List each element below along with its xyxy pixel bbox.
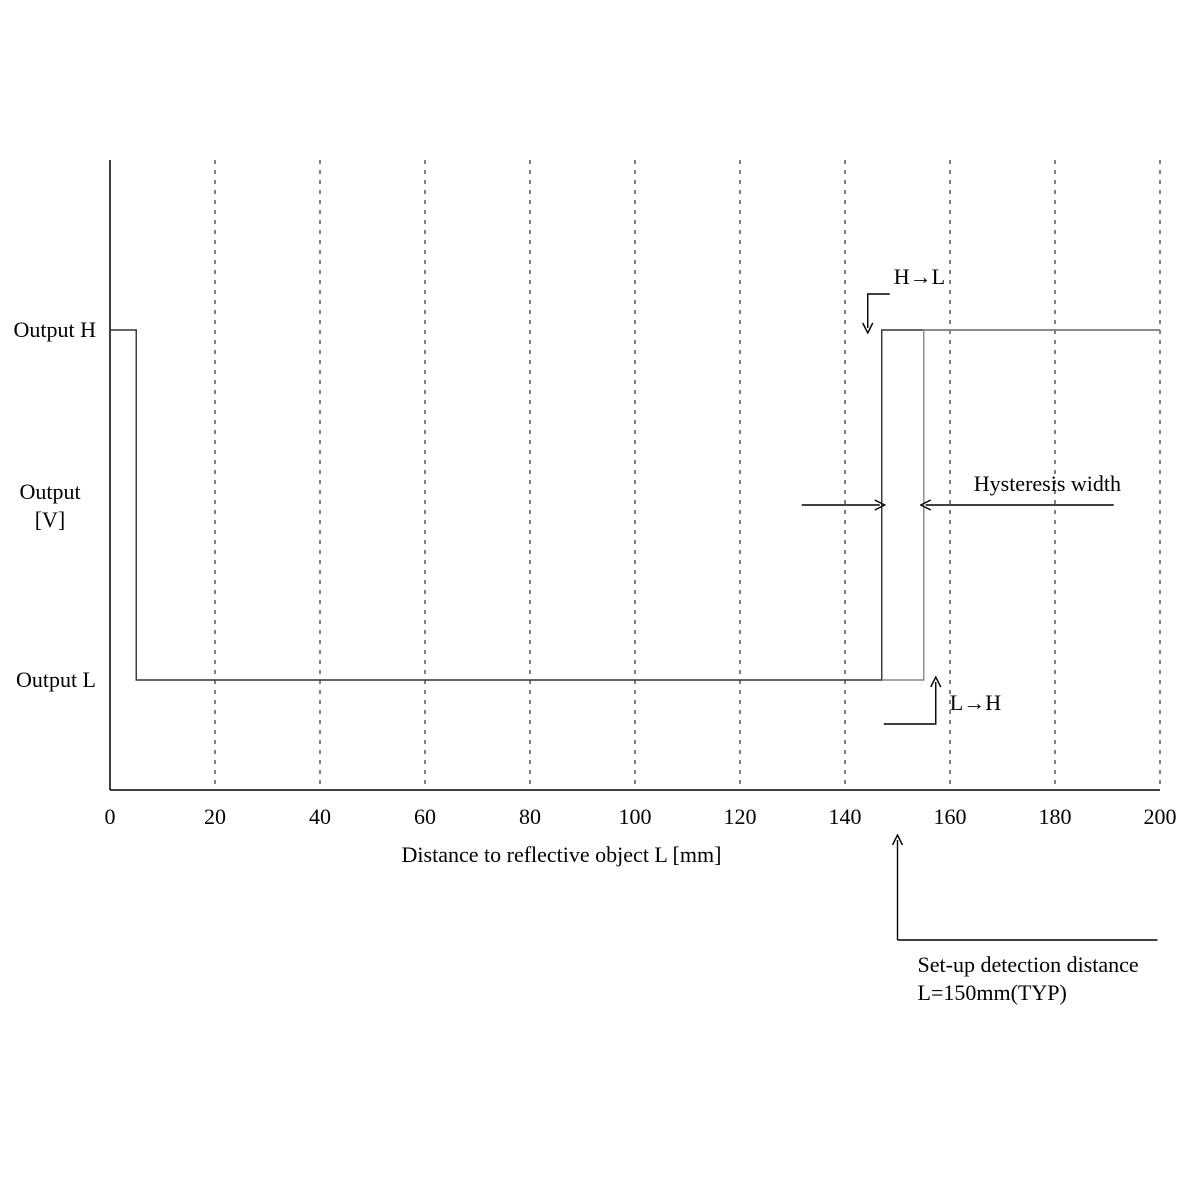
label-h-to-l: H→L	[894, 264, 945, 289]
x-tick-label: 200	[1144, 804, 1177, 829]
x-tick-label: 160	[934, 804, 967, 829]
y-tick-output-l: Output L	[16, 667, 96, 692]
x-tick-label: 20	[204, 804, 226, 829]
arrow-l-to-h	[884, 682, 936, 724]
hysteresis-diagram: 0 20 40 60 80 100 120 140 160 180 200 Distance to r…	[0, 0, 1200, 1200]
x-tick-label: 40	[309, 804, 331, 829]
x-tick-label: 140	[829, 804, 862, 829]
y-axis-label-line1: Output	[19, 479, 80, 504]
y-tick-output-h: Output H	[14, 317, 97, 342]
x-tick-label: 100	[619, 804, 652, 829]
label-setup-line1: Set-up detection distance	[918, 952, 1139, 977]
label-hysteresis-width: Hysteresis width	[974, 471, 1121, 496]
x-tick-label: 80	[519, 804, 541, 829]
x-tick-label: 0	[105, 804, 116, 829]
label-l-to-h: L→H	[950, 690, 1001, 715]
y-axis-label-line2: [V]	[35, 507, 66, 532]
arrow-h-to-l	[868, 294, 890, 328]
x-tick-label: 180	[1039, 804, 1072, 829]
x-axis-label: Distance to reflective object L [mm]	[402, 842, 722, 867]
label-setup-line2: L=150mm(TYP)	[918, 980, 1067, 1005]
x-tick-label: 60	[414, 804, 436, 829]
x-tick-label: 120	[724, 804, 757, 829]
